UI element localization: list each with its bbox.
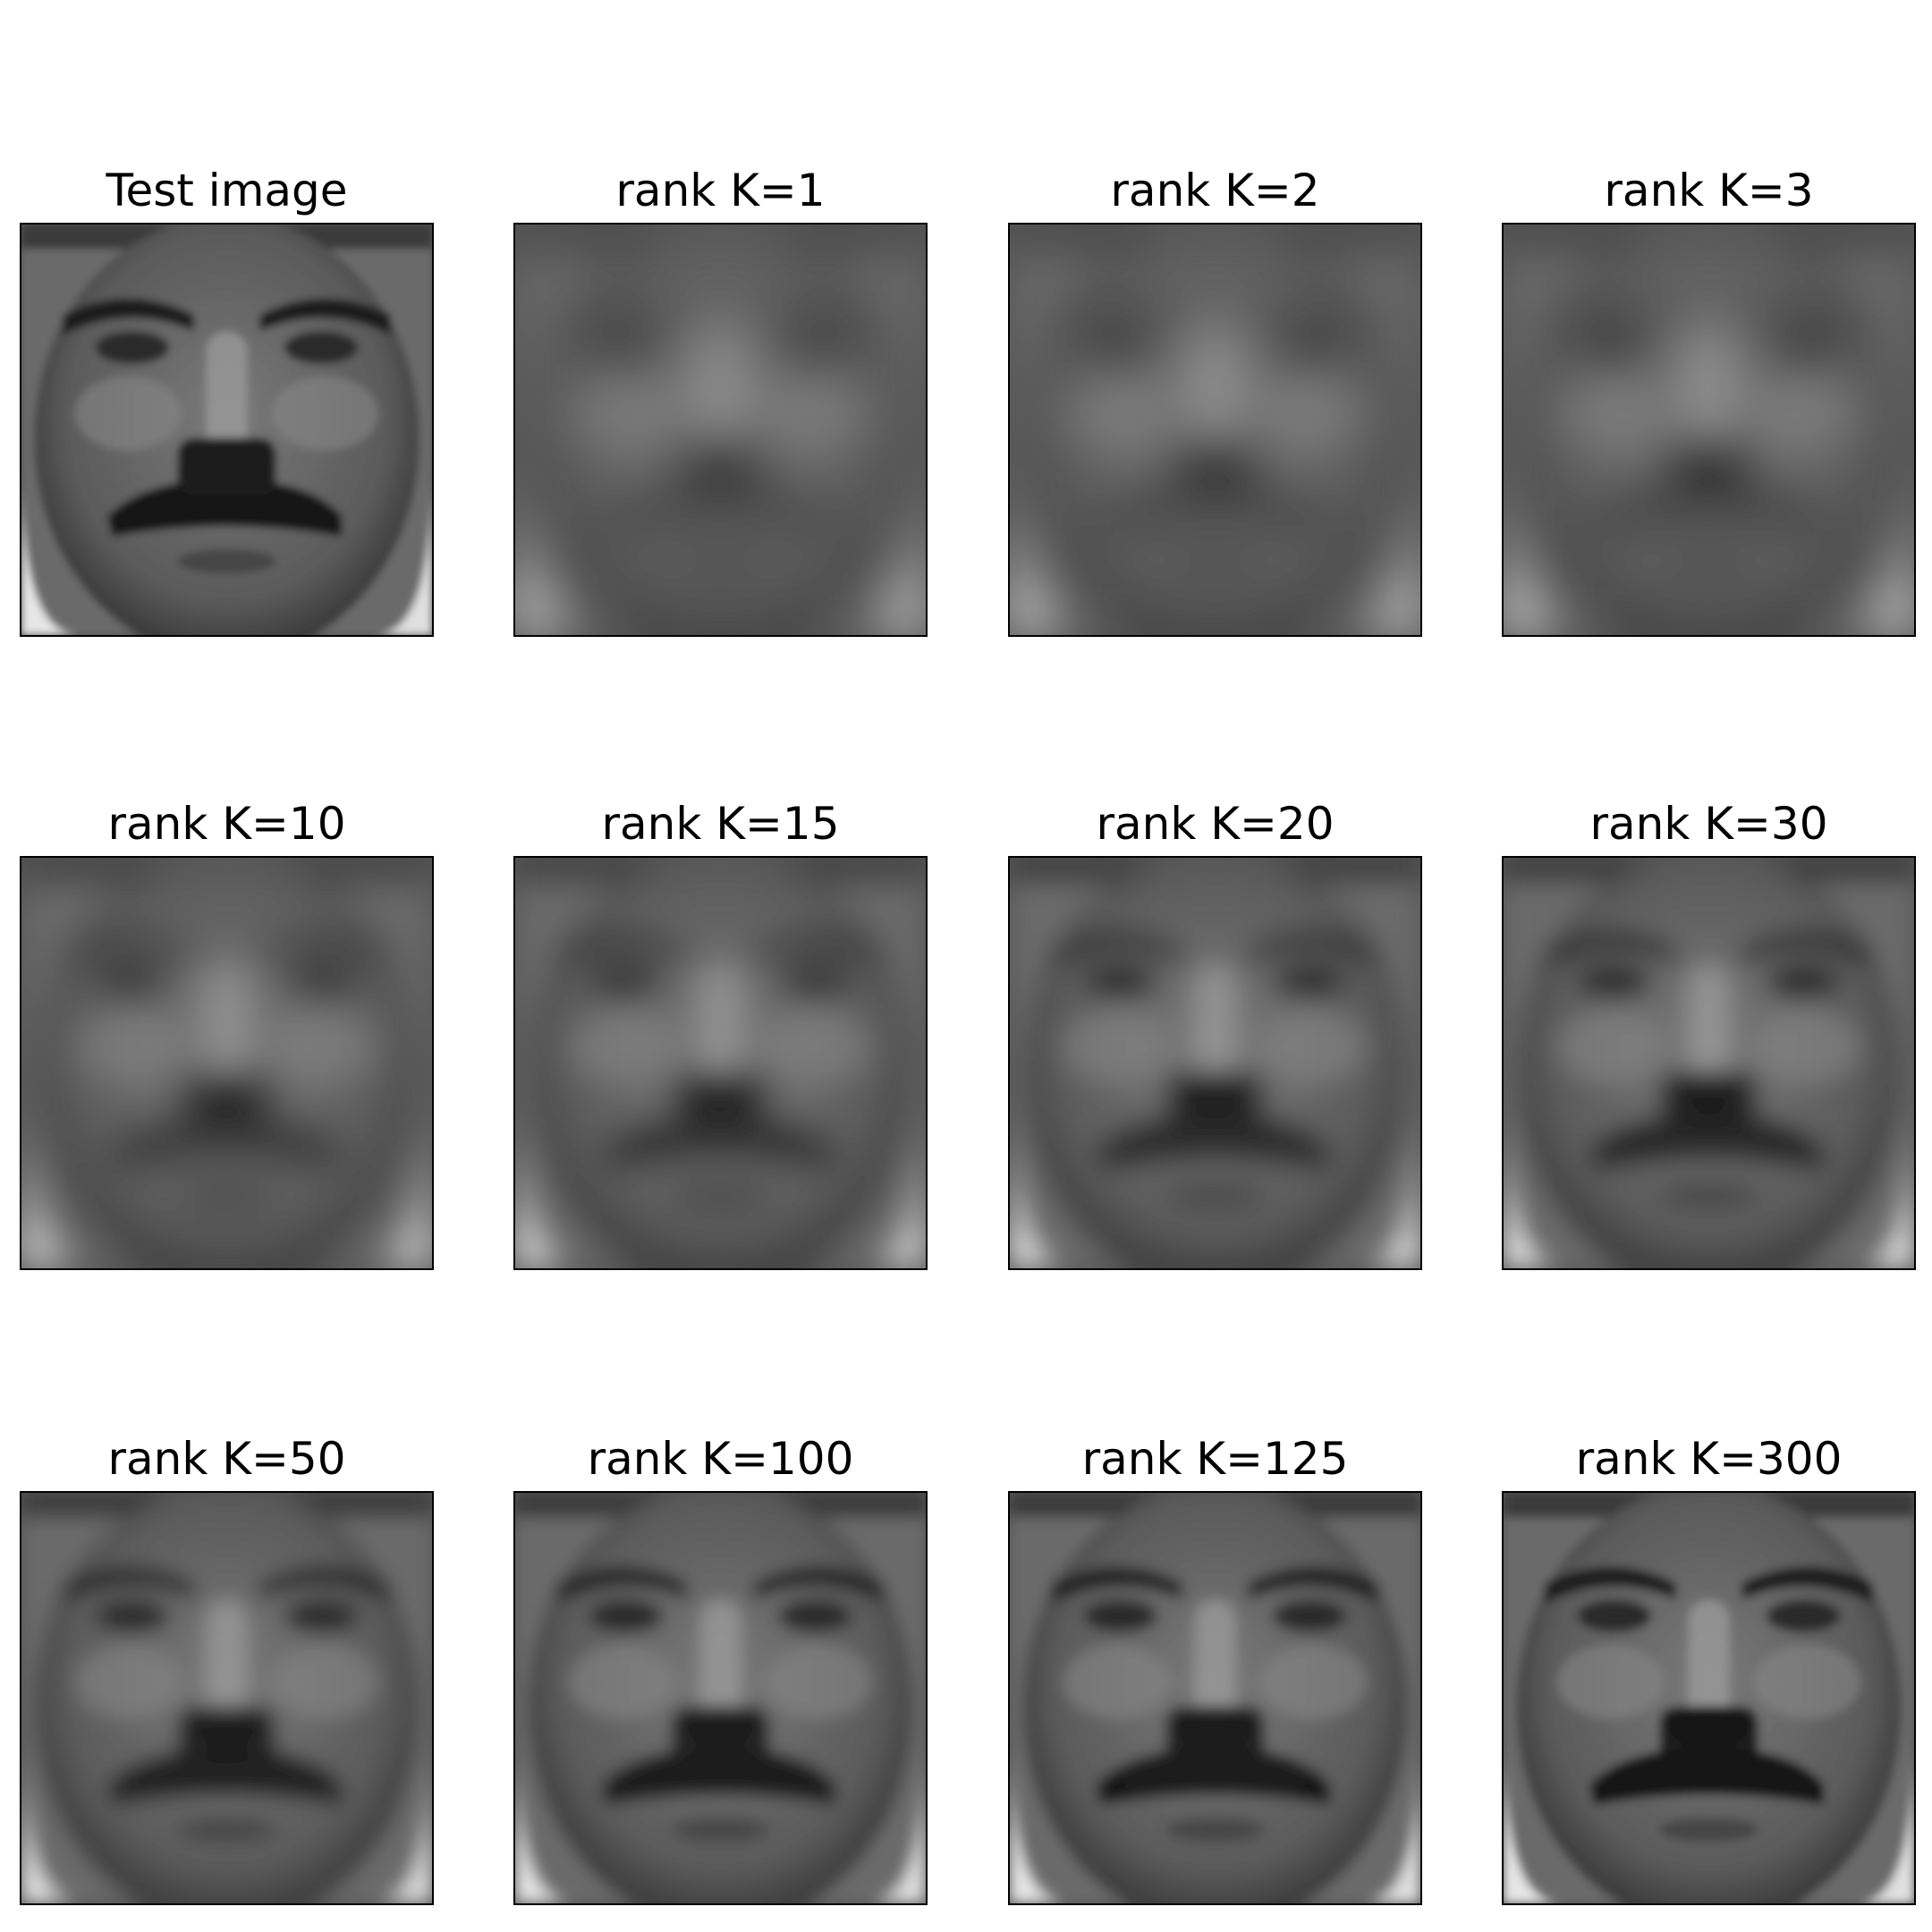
- face-render: [21, 1493, 432, 1903]
- face-render: [1504, 858, 1914, 1268]
- panel-title: rank K=50: [107, 1433, 346, 1485]
- face-image: [1502, 1491, 1916, 1905]
- face-image: [513, 856, 928, 1270]
- face-image: [1008, 856, 1422, 1270]
- face-render: [515, 858, 926, 1268]
- face-image: [20, 223, 434, 637]
- panel-title: rank K=10: [107, 798, 346, 850]
- face-render: [1504, 225, 1914, 635]
- face-render: [1010, 225, 1420, 635]
- face-image: [1502, 223, 1916, 637]
- panel-title: rank K=2: [1110, 165, 1320, 216]
- face-image: [513, 1491, 928, 1905]
- panel-title: rank K=20: [1096, 798, 1335, 850]
- face-render: [1010, 858, 1420, 1268]
- panel-title: rank K=3: [1604, 165, 1814, 216]
- face-render: [515, 1493, 926, 1903]
- face-render: [21, 225, 432, 635]
- face-render: [515, 225, 926, 635]
- face-image: [20, 1491, 434, 1905]
- panel-title: rank K=1: [615, 165, 826, 216]
- face-image: [1502, 856, 1916, 1270]
- face-image: [1008, 1491, 1422, 1905]
- face-image: [20, 856, 434, 1270]
- panel-title: rank K=300: [1575, 1433, 1843, 1485]
- panel-title: rank K=125: [1081, 1433, 1349, 1485]
- panel-title: rank K=100: [587, 1433, 854, 1485]
- panel-title: Test image: [106, 165, 348, 216]
- face-render: [21, 858, 432, 1268]
- face-image: [513, 223, 928, 637]
- face-image: [1008, 223, 1422, 637]
- face-render: [1010, 1493, 1420, 1903]
- panel-title: rank K=15: [601, 798, 840, 850]
- panel-title: rank K=30: [1589, 798, 1828, 850]
- face-render: [1504, 1493, 1914, 1903]
